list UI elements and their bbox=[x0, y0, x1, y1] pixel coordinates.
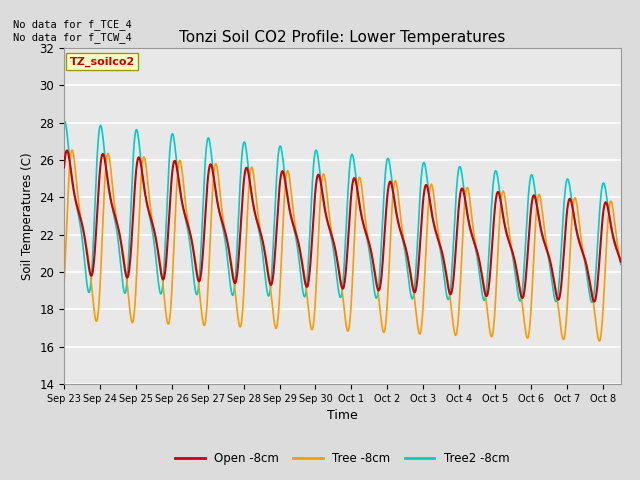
Tree -8cm bbox=[318, 176, 326, 181]
Tree -8cm bbox=[308, 327, 316, 333]
Tree -8cm bbox=[297, 251, 305, 257]
Tree -8cm bbox=[595, 338, 603, 344]
Tree -8cm bbox=[126, 310, 134, 315]
Text: TZ_soilco2: TZ_soilco2 bbox=[70, 57, 135, 67]
Tree -8cm bbox=[60, 283, 68, 289]
Tree2 -8cm bbox=[104, 177, 111, 183]
Line: Open -8cm: Open -8cm bbox=[64, 150, 621, 301]
Open -8cm bbox=[590, 299, 598, 304]
Legend: Open -8cm, Tree -8cm, Tree2 -8cm: Open -8cm, Tree -8cm, Tree2 -8cm bbox=[171, 447, 514, 469]
Tree2 -8cm bbox=[318, 189, 326, 194]
Tree -8cm bbox=[104, 151, 111, 157]
Tree2 -8cm bbox=[126, 222, 134, 228]
Tree2 -8cm bbox=[308, 184, 316, 190]
Tree2 -8cm bbox=[588, 300, 596, 305]
Open -8cm bbox=[297, 251, 305, 257]
Title: Tonzi Soil CO2 Profile: Lower Temperatures: Tonzi Soil CO2 Profile: Lower Temperatur… bbox=[179, 30, 506, 46]
Open -8cm bbox=[104, 176, 111, 181]
Open -8cm bbox=[378, 276, 385, 282]
Tree2 -8cm bbox=[60, 120, 68, 125]
Open -8cm bbox=[318, 189, 326, 194]
Open -8cm bbox=[617, 259, 625, 264]
Open -8cm bbox=[63, 147, 71, 153]
Line: Tree -8cm: Tree -8cm bbox=[64, 150, 621, 341]
Text: No data for f_TCE_4
No data for f_TCW_4: No data for f_TCE_4 No data for f_TCW_4 bbox=[13, 19, 132, 43]
X-axis label: Time: Time bbox=[327, 409, 358, 422]
Tree2 -8cm bbox=[617, 262, 625, 267]
Tree -8cm bbox=[617, 260, 625, 266]
Line: Tree2 -8cm: Tree2 -8cm bbox=[64, 121, 621, 302]
Y-axis label: Soil Temperatures (C): Soil Temperatures (C) bbox=[20, 152, 34, 280]
Open -8cm bbox=[126, 258, 134, 264]
Open -8cm bbox=[60, 165, 68, 170]
Open -8cm bbox=[308, 235, 316, 241]
Tree2 -8cm bbox=[297, 271, 305, 276]
Tree -8cm bbox=[378, 317, 385, 323]
Tree2 -8cm bbox=[61, 119, 68, 124]
Tree2 -8cm bbox=[378, 244, 385, 250]
Tree -8cm bbox=[68, 147, 76, 153]
